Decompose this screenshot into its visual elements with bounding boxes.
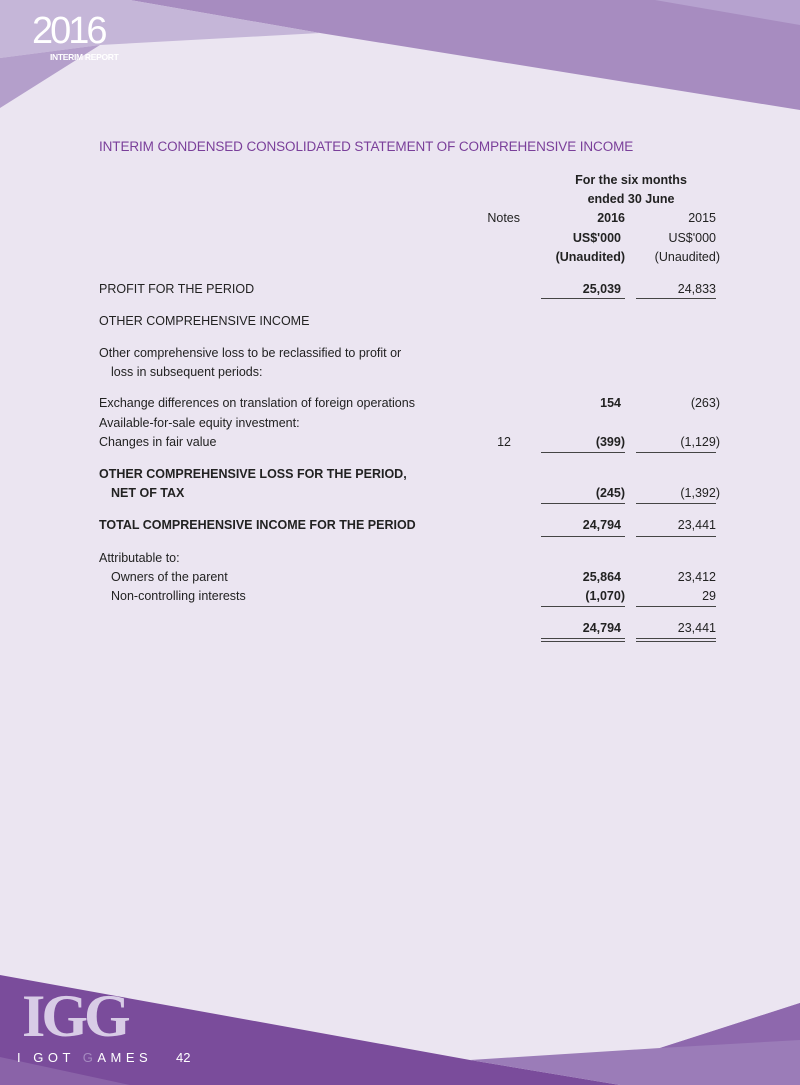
value-2016: (245) [595,486,625,500]
value-2016: 25,039 [582,282,621,296]
underline [636,606,716,607]
value-2015: 29 [702,589,716,603]
tagline-part: I GOT [17,1050,83,1065]
underline [636,503,716,504]
value-2015: 23,412 [677,570,716,584]
underline [541,452,625,453]
underline [541,298,625,299]
row-label: Non-controlling interests [111,589,246,603]
unit-2016: US$'000 [572,231,621,245]
underline [541,503,625,504]
page-title: INTERIM CONDENSED CONSOLIDATED STATEMENT… [99,139,634,154]
section-heading: OTHER COMPREHENSIVE INCOME [99,314,310,328]
unit-2015: US$'000 [668,231,716,245]
value-2015: 23,441 [677,518,716,532]
underline [636,452,716,453]
status-2016: (Unaudited) [555,250,625,264]
report-subtitle: INTERIM REPORT [50,52,119,62]
period-header-2: ended 30 June [587,192,675,206]
value-2015: (1,392) [680,486,720,500]
tagline: I GOT GAMES [17,1050,152,1065]
year-2016-header: 2016 [597,211,625,225]
notes-header: Notes [487,211,520,225]
status-2015: (Unaudited) [654,250,720,264]
tagline-part: AMES [97,1050,153,1065]
value-2015: 23,441 [677,621,716,635]
row-label: Other comprehensive loss to be reclassif… [99,346,402,360]
row-label: OTHER COMPREHENSIVE LOSS FOR THE PERIOD, [99,467,407,481]
value-2016: (1,070) [585,589,625,603]
double-underline [636,638,716,639]
underline [636,536,716,537]
note-ref: 12 [497,435,511,449]
row-label: Exchange differences on translation of f… [99,396,415,410]
underline [541,606,625,607]
period-header-1: For the six months [575,173,687,187]
underline [636,298,716,299]
value-2015: (263) [690,396,720,410]
tagline-part: G [82,1050,98,1065]
value-2015: (1,129) [680,435,720,449]
double-underline [541,638,625,639]
value-2016: 24,794 [582,621,621,635]
row-label: TOTAL COMPREHENSIVE INCOME FOR THE PERIO… [99,518,416,532]
row-label: Owners of the parent [111,570,228,584]
value-2016: 154 [600,396,621,410]
row-label: Available-for-sale equity investment: [99,416,300,430]
row-label: Changes in fair value [99,435,217,449]
year-2015-header: 2015 [688,211,716,225]
row-label: Attributable to: [99,551,180,565]
value-2015: 24,833 [677,282,716,296]
row-label: PROFIT FOR THE PERIOD [99,282,255,296]
row-label: loss in subsequent periods: [111,365,263,379]
double-underline [541,641,625,642]
underline [541,536,625,537]
igg-logo: IGG [22,983,131,1049]
row-label: NET OF TAX [111,486,185,500]
value-2016: 25,864 [582,570,621,584]
page-number: 42 [176,1050,191,1065]
value-2016: (399) [595,435,625,449]
report-year-logo: 2016 [32,10,108,52]
double-underline [636,641,716,642]
value-2016: 24,794 [582,518,621,532]
